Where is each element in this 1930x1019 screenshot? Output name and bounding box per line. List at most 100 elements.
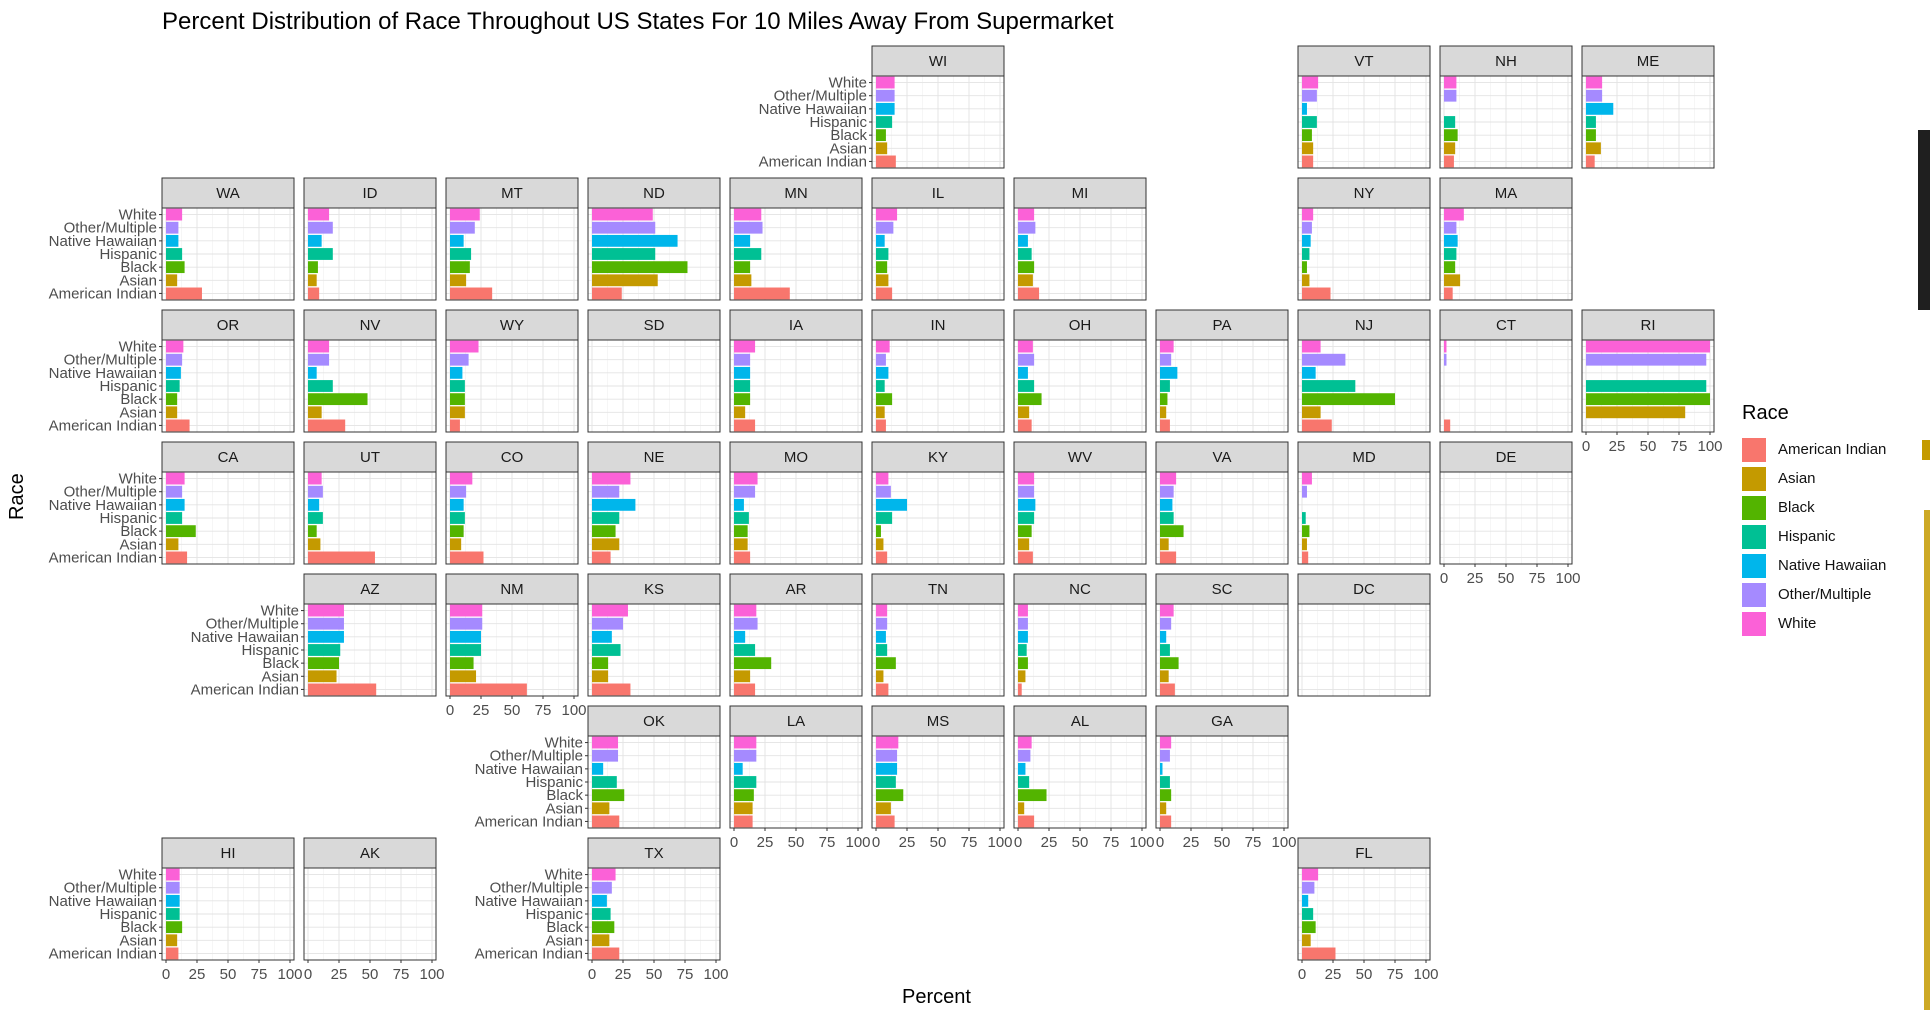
bar-nj-american-indian [1302,419,1332,432]
facet-panel: 0 25 50 75 100 [1439,471,1581,587]
legend-key [1742,495,1766,520]
bar-ok-asian [592,802,610,815]
x-tick-label: 100 [561,702,586,719]
facet-strip [729,573,863,605]
x-tick-label: 25 [1041,834,1058,851]
bar-ms-american-indian [876,815,895,828]
facet-strip [729,441,863,473]
facet-panel [587,339,721,433]
y-tick-label: Black [830,127,867,144]
facet-strip-label: VA [1213,449,1232,466]
bar-al-other-multiple [1018,749,1031,762]
bar-ma-other-multiple [1444,221,1457,234]
bar-tn-american-indian [876,683,889,696]
facet-nh: NH [1439,45,1573,169]
bar-ar-hispanic [734,644,756,656]
bar-mo-american-indian [734,551,751,564]
facet-strip [1439,177,1573,209]
facet-panel [303,471,437,565]
y-tick-label: Hispanic [99,246,157,263]
bar-wa-white [166,208,183,221]
bar-nh-asian [1444,142,1456,155]
bar-ia-native-hawaiian [734,366,751,379]
bar-ky-asian [876,538,884,551]
bar-sc-hispanic [1160,644,1170,656]
bar-vt-other-multiple [1302,89,1317,102]
bar-va-asian [1160,538,1169,551]
bar-ma-american-indian [1444,287,1453,300]
facet-panel [1155,339,1289,433]
x-tick-label: 0 [1440,570,1448,587]
bar-sc-black [1160,657,1179,670]
bar-fl-hispanic [1302,908,1314,920]
y-tick-label: Hispanic [241,642,299,659]
bar-ri-other-multiple [1586,353,1707,366]
x-tick-label: 0 [162,966,170,983]
bar-ga-other-multiple [1160,749,1170,762]
bar-mt-hispanic [450,248,472,260]
bar-al-native-hawaiian [1018,762,1026,775]
bar-ga-hispanic [1160,776,1170,788]
bar-ri-hispanic [1586,380,1707,392]
x-tick-label: 100 [1271,834,1296,851]
bar-ny-native-hawaiian [1302,234,1311,247]
bar-il-white [876,208,898,221]
facet-panel [1439,207,1573,301]
y-tick-label: Black [546,919,583,936]
facet-nc: NC [1013,573,1147,697]
bar-tn-hispanic [876,644,888,656]
bar-la-hispanic [734,776,757,788]
facet-strip-label: OR [217,317,240,334]
facet-strip-label: NJ [1355,317,1373,334]
bar-ny-white [1302,208,1314,221]
bar-az-native-hawaiian [308,630,344,643]
bar-mt-american-indian [450,287,493,300]
facet-strip-label: NE [644,449,665,466]
bar-nd-asian [592,274,658,287]
bar-ky-native-hawaiian [876,498,907,511]
facet-strip-label: OH [1069,317,1092,334]
facet-strip-label: ME [1637,53,1660,70]
bar-pa-asian [1160,406,1167,419]
x-tick-label: 0 [588,966,596,983]
facet-panel [1013,603,1147,697]
bar-tx-asian [592,934,610,947]
facet-strip [729,177,863,209]
facet-panel [445,471,579,565]
bar-nv-asian [308,406,322,419]
x-tick-label: 100 [987,834,1012,851]
bar-tx-american-indian [592,947,620,960]
facet-mt: MT [445,177,579,301]
bar-ne-american-indian [592,551,611,564]
legend-title: Race [1742,402,1789,424]
bar-nj-other-multiple [1302,353,1346,366]
facet-nv: NV [303,309,437,433]
bar-tx-white [592,868,616,881]
facet-sd: SD [587,309,721,433]
facet-strip-label: ND [643,185,665,202]
bar-mn-hispanic [734,248,762,260]
bar-ms-black [876,789,904,802]
bar-mo-white [734,472,758,485]
bar-mt-other-multiple [450,221,475,234]
bar-ca-native-hawaiian [166,498,185,511]
bar-nv-native-hawaiian [308,366,317,379]
facet-strip [1013,705,1147,737]
facet-strip-label: AL [1071,713,1089,730]
bar-mn-native-hawaiian [734,234,751,247]
facet-strip-label: IN [931,317,946,334]
bar-ut-asian [308,538,321,551]
x-tick-label: 75 [961,834,978,851]
bar-ia-asian [734,406,746,419]
facet-panel: 0 25 50 75 100 [445,603,587,719]
facet-nd: ND [587,177,721,301]
facet-ga: GA 0 25 50 75 100 [1155,705,1297,851]
facet-strip-label: KS [644,581,664,598]
bar-al-american-indian [1018,815,1035,828]
facet-strip-label: OK [643,713,665,730]
legend-label: American Indian [1778,441,1887,458]
facet-ri: RI 0 25 50 75 100 [1581,309,1723,455]
